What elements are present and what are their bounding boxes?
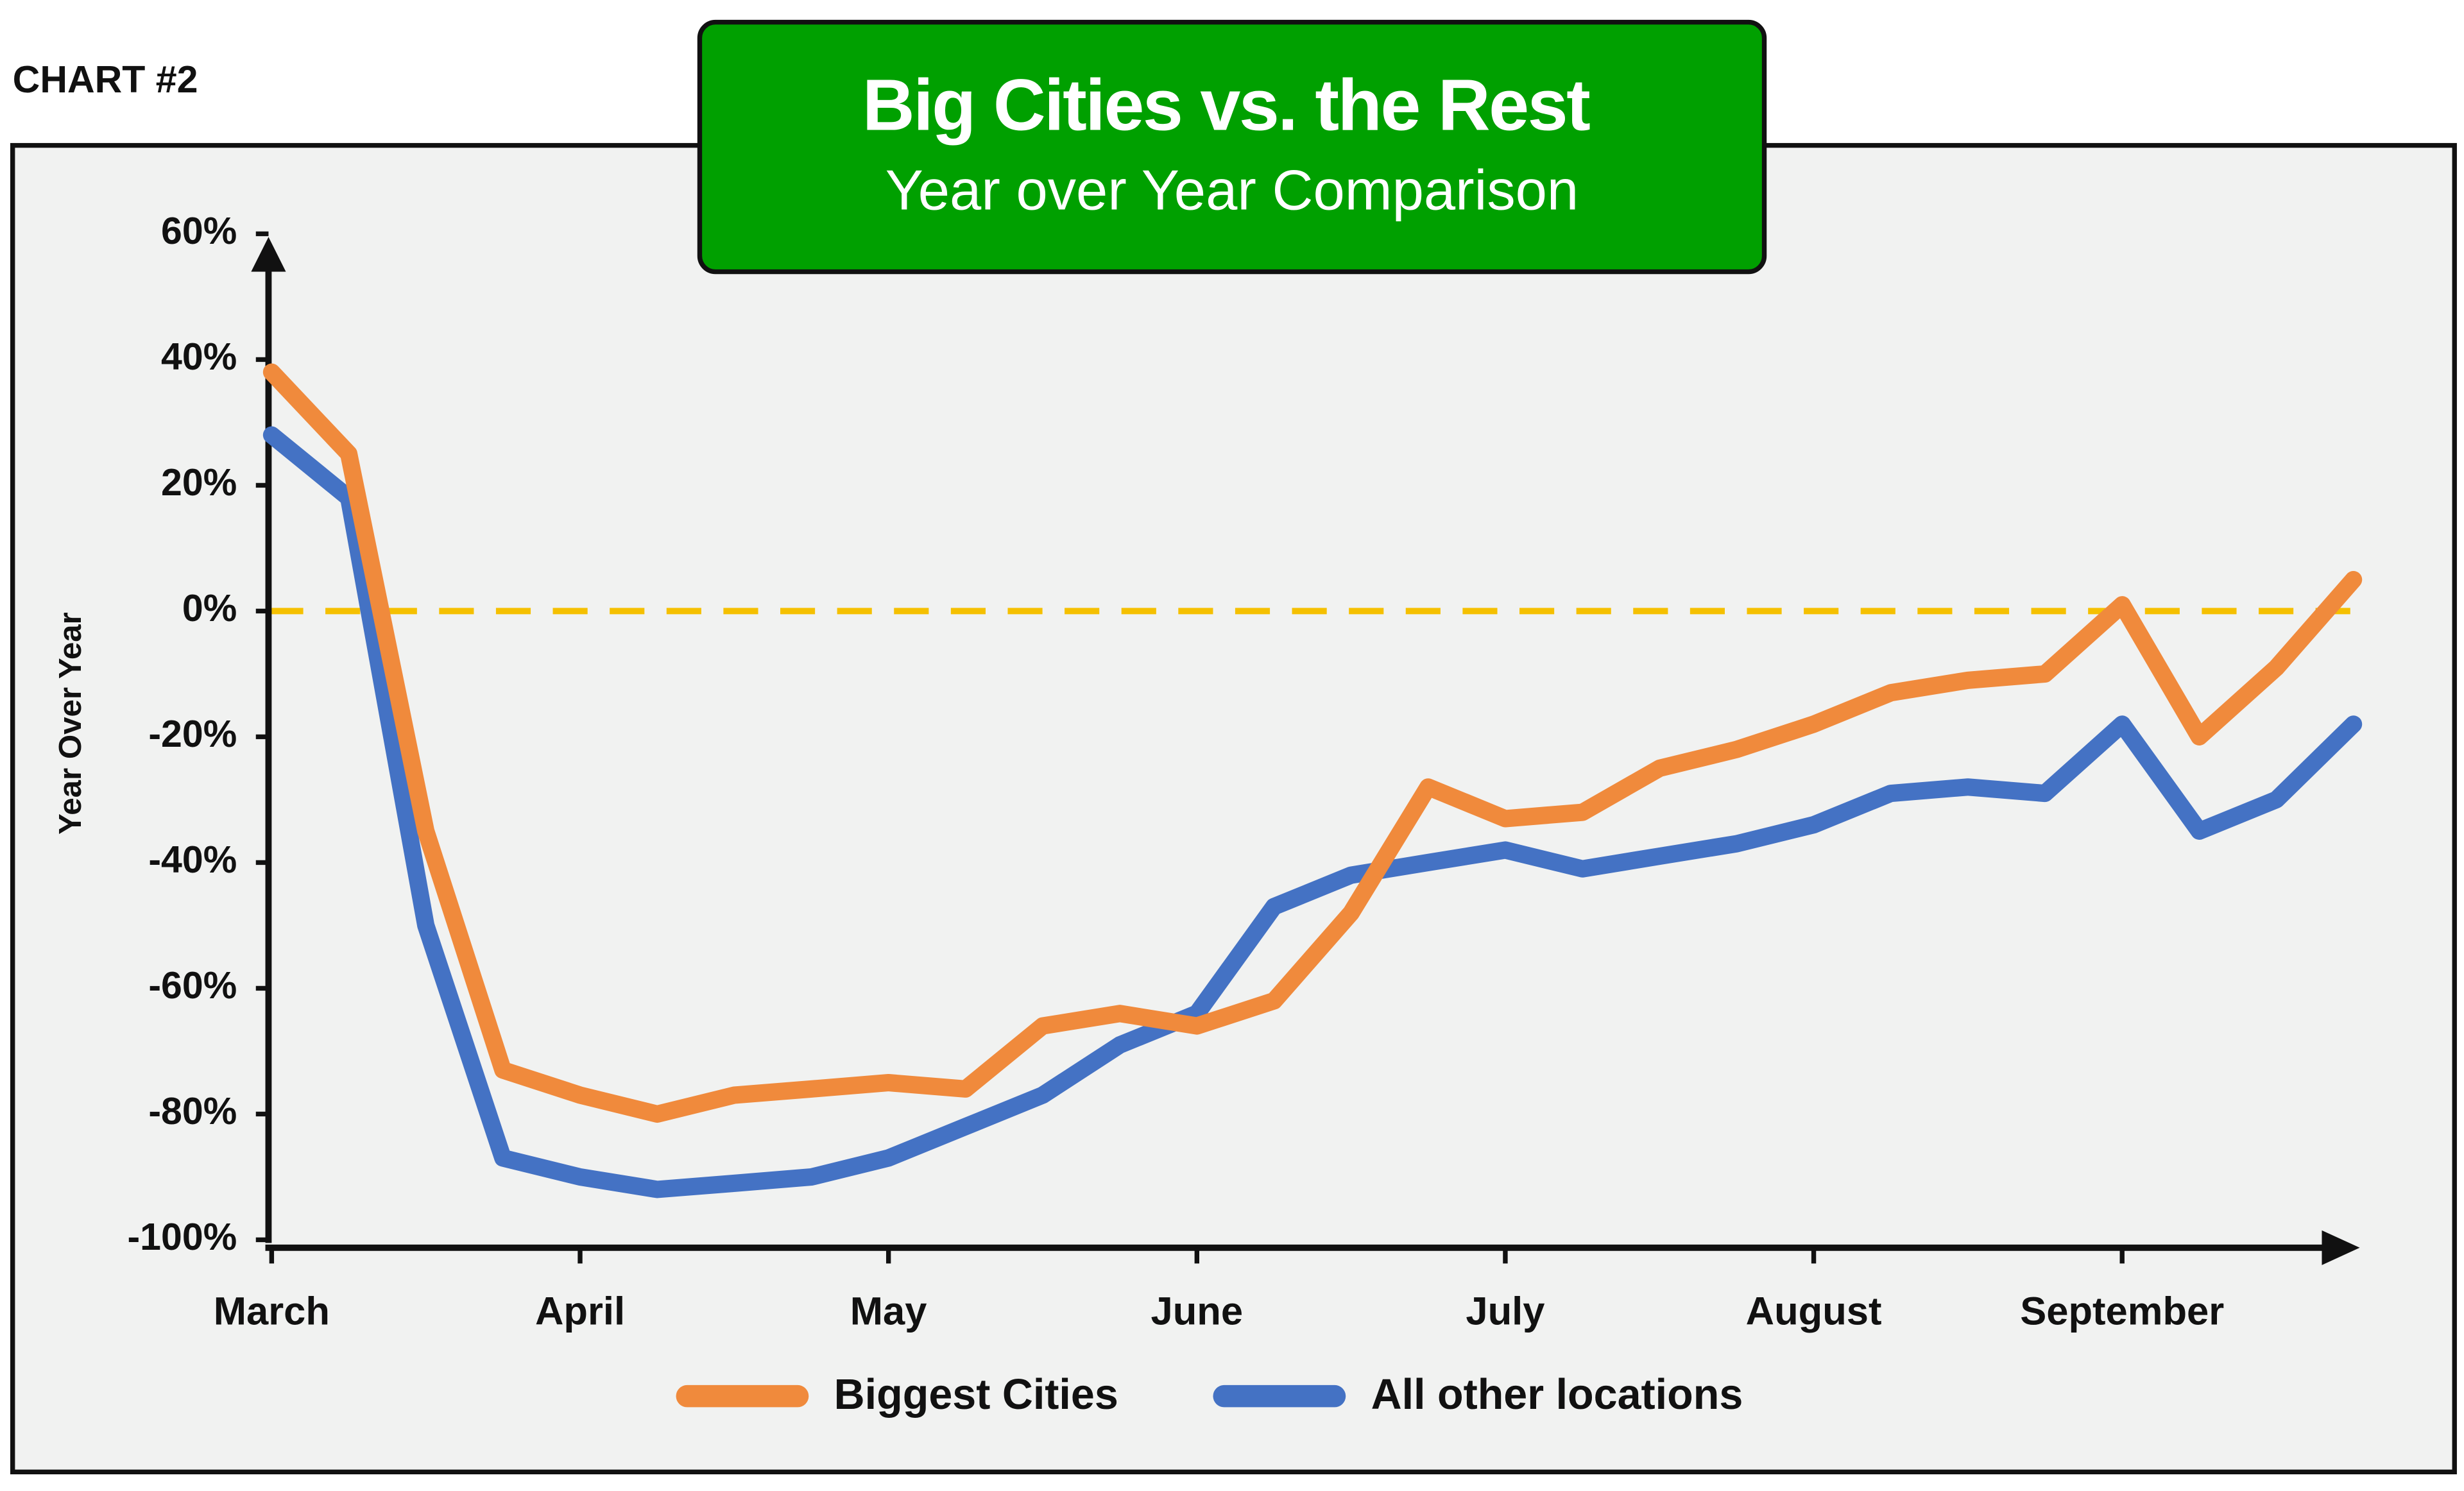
y-tick-label: -80% — [148, 1090, 237, 1132]
y-tick-label: -100% — [127, 1216, 237, 1258]
plot: 60% 40% 20% 0% -20% -40% -60% -80% -100% March Apr… — [127, 210, 2363, 1419]
title-box — [697, 19, 1767, 275]
x-tick-label: July — [1466, 1289, 1544, 1333]
legend-label: All other locations — [1371, 1371, 1743, 1419]
x-tick-label: May — [850, 1289, 927, 1333]
chart-title: Big Cities vs. the Rest — [862, 64, 1590, 145]
x-tick-label: June — [1151, 1289, 1244, 1333]
line-series — [262, 426, 2363, 1198]
y-tick-label: 40% — [161, 336, 237, 378]
x-tick-label: August — [1746, 1289, 1882, 1333]
y-tick-label: 20% — [161, 461, 237, 504]
line-series — [262, 363, 2363, 1123]
legend-label: Biggest Cities — [834, 1371, 1118, 1419]
frame — [10, 142, 2457, 1474]
x-axis-arrow — [2322, 1230, 2360, 1265]
y-axis-arrow — [251, 237, 286, 272]
y-tick-label: -60% — [148, 964, 237, 1007]
y-tick-label: 0% — [182, 587, 237, 629]
y-axis-label: Year Over Year — [53, 612, 88, 835]
chart-subtitle: Year over Year Comparison — [886, 158, 1579, 221]
y-tick-label: -20% — [148, 713, 237, 755]
x-tick-label: March — [214, 1289, 330, 1333]
x-tick-label: April — [535, 1289, 625, 1333]
x-tick-label: September — [2020, 1289, 2224, 1333]
corner-label: CHART #2 — [13, 58, 198, 101]
y-tick-label: -40% — [148, 839, 237, 881]
y-tick-label: 60% — [161, 210, 237, 252]
